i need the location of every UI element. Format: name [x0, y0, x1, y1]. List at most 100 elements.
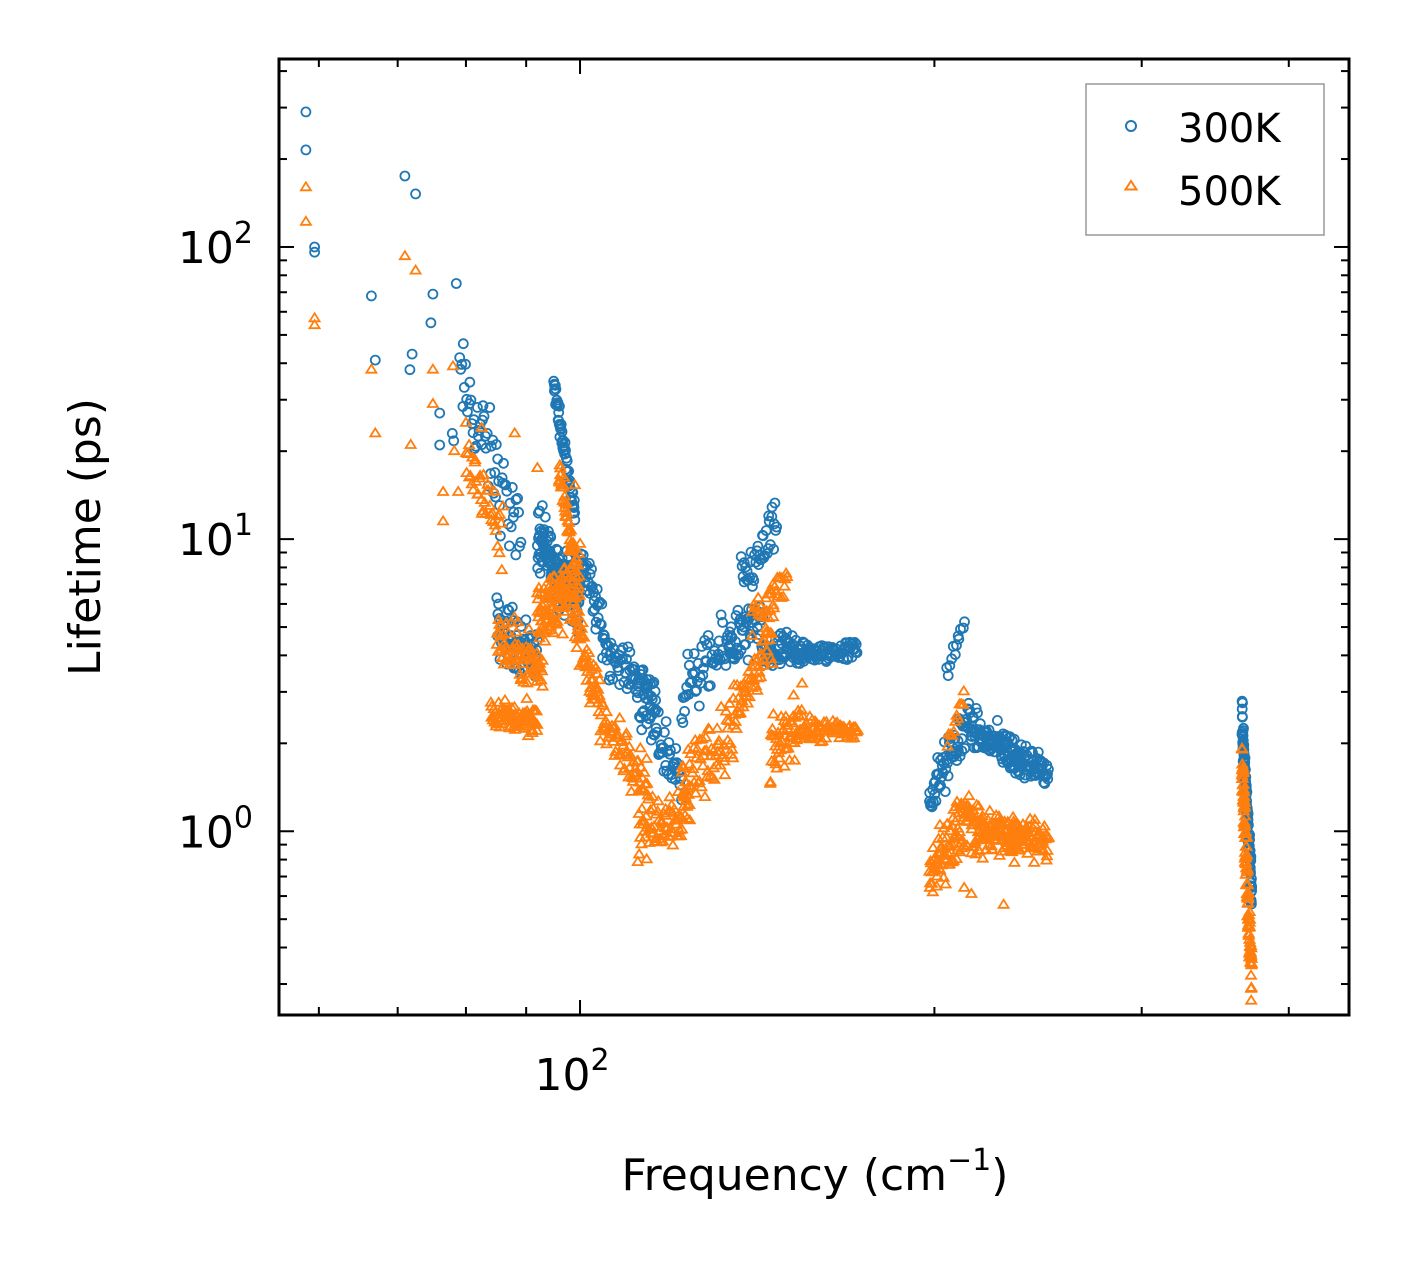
data-point-500K — [946, 854, 961, 865]
data-point-500K — [663, 804, 677, 816]
data-point-500K — [573, 659, 587, 670]
data-point-300K — [771, 521, 782, 533]
data-point-500K — [633, 741, 648, 753]
data-point-500K — [1240, 863, 1255, 874]
data-point-500K — [749, 654, 764, 665]
data-point-300K — [404, 364, 416, 376]
data-point-500K — [795, 676, 809, 688]
data-point-500K — [941, 740, 955, 751]
data-point-500K — [572, 605, 586, 616]
y-tick-label: 100 — [178, 800, 253, 858]
x-axis-label: Frequency (cm−1) — [622, 1143, 1009, 1201]
data-point-300K — [649, 729, 660, 741]
data-point-500K — [426, 363, 440, 374]
data-point-500K — [637, 815, 651, 826]
data-point-500K — [621, 750, 635, 762]
data-point-500K — [956, 698, 970, 709]
data-point-500K — [770, 761, 784, 773]
data-point-500K — [1237, 785, 1251, 797]
data-point-500K — [675, 822, 689, 834]
data-point-300K — [534, 505, 545, 517]
data-point-500K — [936, 871, 951, 882]
data-point-500K — [786, 688, 801, 700]
data-point-500K — [1012, 843, 1027, 854]
data-point-500K — [729, 722, 744, 733]
data-point-500K — [1040, 849, 1054, 861]
data-point-500K — [487, 702, 501, 713]
data-point-500K — [1242, 916, 1257, 927]
data-point-300K — [365, 290, 377, 302]
data-point-300K — [651, 726, 663, 738]
data-point-500K — [996, 898, 1011, 909]
data-point-300K — [471, 401, 483, 413]
data-point-500K — [972, 844, 986, 855]
data-point-500K — [596, 699, 610, 710]
data-point-500K — [769, 757, 783, 769]
data-point-500K — [733, 706, 748, 718]
data-point-500K — [599, 705, 614, 717]
data-point-500K — [781, 741, 795, 753]
data-point-300K — [595, 619, 607, 630]
data-point-300K — [300, 106, 312, 118]
data-point-500K — [404, 438, 418, 449]
data-point-300K — [652, 706, 664, 718]
data-point-500K — [712, 734, 726, 746]
data-point-300K — [594, 596, 606, 608]
data-point-300K — [677, 717, 689, 728]
data-point-500K — [1245, 957, 1259, 968]
data-point-500K — [786, 716, 800, 728]
legend: 300K 500K — [1085, 83, 1325, 236]
data-point-500K — [944, 837, 959, 848]
data-point-500K — [933, 863, 947, 875]
data-point-500K — [478, 496, 492, 507]
data-point-500K — [637, 766, 651, 777]
data-point-500K — [941, 847, 955, 858]
data-point-500K — [461, 447, 475, 458]
data-point-500K — [722, 697, 737, 708]
data-point-500K — [471, 487, 485, 499]
data-point-500K — [1243, 920, 1257, 932]
data-point-500K — [436, 485, 450, 496]
data-point-300K — [425, 317, 437, 329]
data-point-500K — [698, 790, 712, 801]
data-point-500K — [481, 484, 495, 495]
data-point-500K — [483, 499, 497, 510]
data-point-500K — [983, 804, 997, 815]
data-point-500K — [788, 711, 803, 722]
data-point-500K — [976, 852, 990, 863]
data-point-500K — [1040, 844, 1055, 855]
data-point-500K — [547, 586, 561, 598]
data-point-500K — [634, 760, 648, 772]
data-point-300K — [649, 706, 661, 718]
data-point-300K — [454, 352, 466, 364]
data-point-500K — [535, 680, 550, 691]
data-point-500K — [631, 855, 645, 866]
data-point-500K — [957, 881, 971, 892]
data-point-500K — [446, 359, 460, 371]
data-point-500K — [459, 416, 473, 427]
data-point-300K — [613, 665, 625, 677]
data-point-300K — [624, 646, 636, 658]
data-point-300K — [942, 670, 954, 681]
data-point-500K — [518, 647, 532, 659]
data-point-500K — [975, 809, 990, 821]
data-point-500K — [643, 803, 658, 815]
data-point-500K — [364, 363, 379, 374]
data-point-300K — [464, 376, 476, 388]
data-point-500K — [640, 852, 654, 864]
data-point-500K — [639, 752, 654, 763]
data-point-500K — [1037, 819, 1052, 831]
data-point-500K — [769, 732, 784, 743]
data-point-500K — [850, 724, 865, 735]
data-point-300K — [555, 418, 567, 430]
data-point-500K — [553, 458, 567, 470]
data-point-500K — [475, 421, 489, 432]
y-tick-label: 102 — [178, 216, 253, 274]
data-point-500K — [962, 789, 976, 801]
data-point-300K — [697, 669, 709, 681]
data-point-300K — [650, 694, 661, 706]
data-point-300K — [607, 673, 619, 685]
data-point-500K — [530, 718, 544, 729]
data-point-500K — [1240, 830, 1254, 842]
data-point-500K — [689, 786, 703, 798]
